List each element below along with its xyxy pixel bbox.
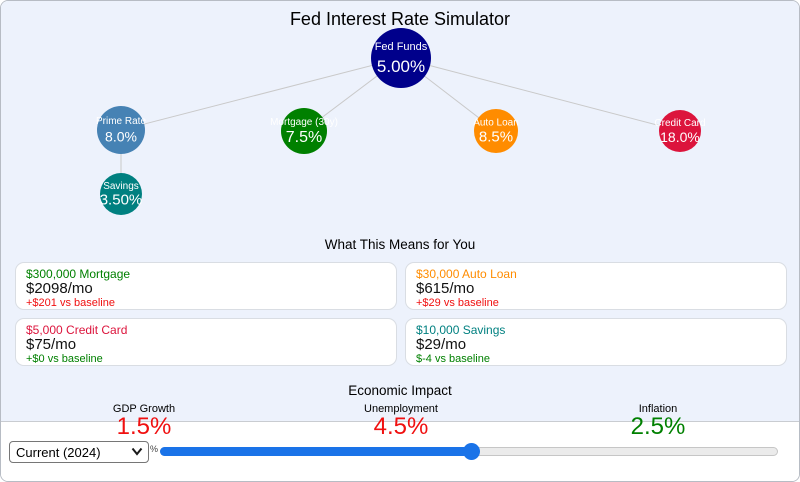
- slider-fill: [160, 447, 472, 456]
- rate-node-fed-funds: Fed Funds 5.00%: [371, 28, 431, 88]
- slider-min-label-fragment: %: [150, 444, 159, 454]
- stat-label: GDP Growth: [112, 403, 176, 415]
- impact-cards: $300,000 Mortgage $2098/mo +$201 vs base…: [15, 262, 787, 366]
- svg-text:Auto Loan: Auto Loan: [473, 118, 519, 129]
- card-delta-vs-baseline: +$0 vs baseline: [26, 353, 103, 365]
- card-monthly-value: $29/mo: [416, 336, 467, 353]
- card-savings: $10,000 Savings $29/mo $-4 vs baseline: [405, 318, 787, 366]
- svg-text:8.0%: 8.0%: [105, 129, 137, 145]
- economic-impact-heading: Economic Impact: [348, 383, 452, 398]
- card-title: $5,000 Credit Card: [26, 323, 128, 337]
- stat-inflation: Inflation 2.5%: [631, 403, 686, 439]
- page-title: Fed Interest Rate Simulator: [289, 9, 511, 29]
- card-monthly-value: $615/mo: [416, 280, 475, 297]
- card-delta-vs-baseline: $-4 vs baseline: [416, 353, 490, 365]
- rate-node-prime-rate: Prime Rate 8.0%: [96, 106, 146, 154]
- stat-value: 1.5%: [116, 413, 172, 440]
- svg-text:Mortgage (30y): Mortgage (30y): [270, 117, 338, 128]
- svg-text:Savings: Savings: [103, 181, 139, 192]
- edge-line: [400, 57, 681, 132]
- svg-text:Fed Funds: Fed Funds: [375, 41, 428, 53]
- impact-section-heading: What This Means for You: [324, 237, 476, 252]
- rate-node-diagram: Fed Funds 5.00% Prime Rate 8.0% Mortgage (30…: [96, 28, 706, 215]
- card-title: $10,000 Savings: [416, 323, 506, 337]
- card-title: $300,000 Mortgage: [26, 267, 131, 281]
- edge-line: [120, 57, 402, 131]
- scenario-select-wrap: Current (2024): [9, 441, 149, 463]
- card-delta-vs-baseline: +$201 vs baseline: [26, 297, 115, 309]
- simulator-canvas: Fed Interest Rate Simulator Fed Funds 5.0…: [1, 1, 799, 439]
- card-mortgage: $300,000 Mortgage $2098/mo +$201 vs base…: [15, 262, 397, 310]
- card-auto-loan: $30,000 Auto Loan $615/mo +$29 vs baseli…: [405, 262, 787, 310]
- card-monthly-value: $2098/mo: [26, 280, 93, 297]
- svg-text:18.0%: 18.0%: [660, 129, 700, 145]
- svg-text:8.5%: 8.5%: [479, 129, 513, 146]
- svg-text:Credit Card: Credit Card: [654, 118, 705, 129]
- scenario-select[interactable]: Current (2024): [9, 441, 149, 463]
- control-bar: Current (2024) %: [1, 423, 799, 481]
- card-title: $30,000 Auto Loan: [416, 267, 517, 281]
- card-monthly-value: $75/mo: [26, 336, 77, 353]
- card-delta-vs-baseline: +$29 vs baseline: [416, 297, 499, 309]
- stat-value: 2.5%: [630, 413, 686, 440]
- stat-label: Unemployment: [364, 403, 438, 415]
- slider-handle[interactable]: [462, 443, 480, 460]
- card-credit-card: $5,000 Credit Card $75/mo +$0 vs baselin…: [15, 318, 397, 366]
- svg-text:3.50%: 3.50%: [100, 191, 143, 208]
- stat-gdp-growth: GDP Growth 1.5%: [113, 403, 175, 439]
- svg-text:7.5%: 7.5%: [286, 129, 322, 146]
- rate-node-mortgage-30y: Mortgage (30y)7.5%: [270, 108, 338, 154]
- stat-label: Inflation: [638, 403, 678, 415]
- svg-text:5.00%: 5.00%: [377, 57, 425, 76]
- fed-rate-slider[interactable]: [160, 443, 778, 460]
- stat-value: 4.5%: [373, 413, 429, 440]
- svg-text:Prime Rate: Prime Rate: [96, 116, 146, 127]
- stat-unemployment: Unemployment 4.5%: [364, 403, 438, 439]
